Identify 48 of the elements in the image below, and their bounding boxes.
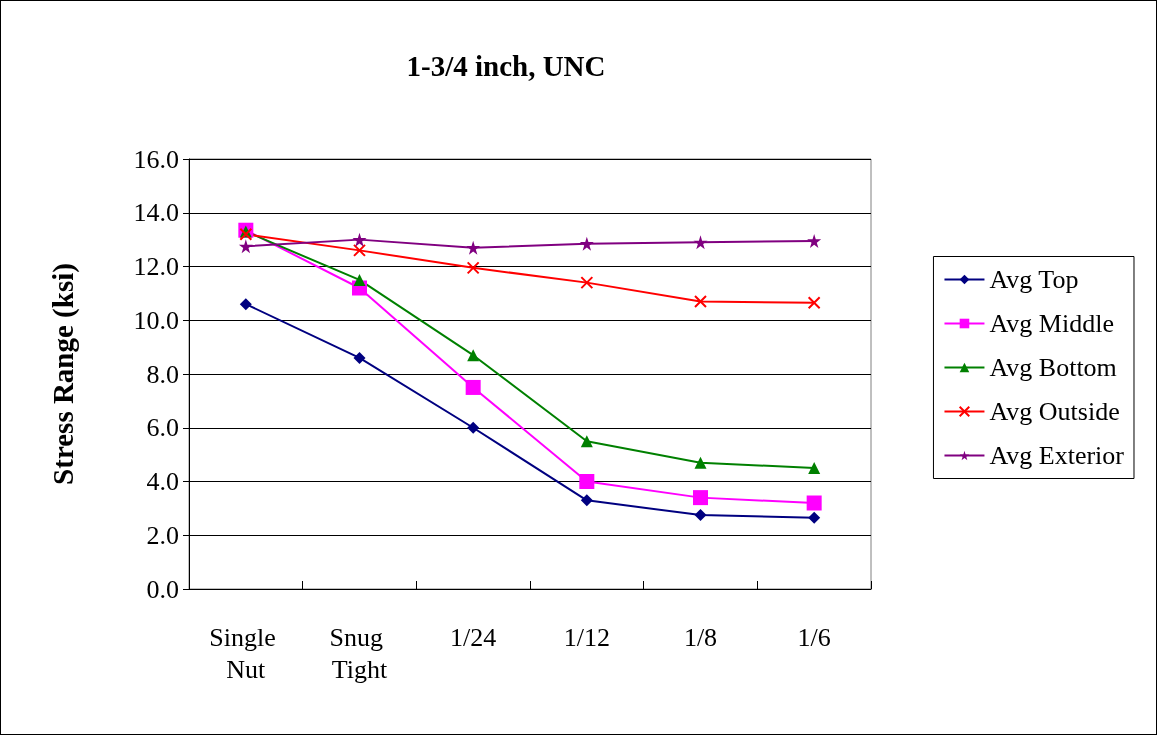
legend-label: Avg Top — [989, 265, 1079, 294]
x-tick-label: Snug Tight — [329, 622, 390, 684]
y-tick-label: 0.0 — [146, 574, 179, 604]
point — [694, 456, 707, 469]
point — [808, 462, 821, 475]
point — [580, 435, 593, 448]
legend-label: Avg Exterior — [989, 441, 1125, 470]
point — [806, 495, 822, 511]
legend-label: Avg Bottom — [989, 353, 1117, 382]
y-tick-label: 16.0 — [133, 144, 179, 174]
y-tick-label: 8.0 — [146, 359, 179, 389]
point — [694, 509, 707, 522]
point — [807, 296, 821, 310]
point — [238, 239, 253, 254]
x-tick-label: 1/6 — [797, 622, 831, 652]
point — [808, 511, 821, 524]
point — [467, 349, 480, 362]
y-tick-label: 12.0 — [133, 252, 179, 281]
point — [579, 236, 594, 251]
x-tick-label: 1/12 — [563, 622, 610, 652]
point — [466, 240, 481, 255]
y-axis-title: Stress Range (ksi) — [46, 263, 80, 485]
point — [807, 233, 822, 248]
legend-label: Avg Middle — [989, 309, 1114, 338]
point — [352, 232, 367, 247]
point — [580, 494, 593, 507]
y-tick-label: 14.0 — [133, 198, 179, 228]
y-tick-label: 10.0 — [133, 305, 179, 335]
point — [353, 243, 366, 257]
legend-label: Avg Outside — [989, 397, 1120, 426]
point — [353, 273, 366, 286]
point — [465, 379, 481, 395]
x-tick-label: 1/8 — [683, 622, 718, 652]
y-tick-label: 4.0 — [146, 467, 179, 496]
point — [693, 490, 708, 506]
point — [694, 294, 707, 308]
point — [579, 474, 595, 489]
chart-title: 1-3/4 inch, UNC — [406, 49, 606, 82]
x-tick-label: 1/24 — [450, 622, 497, 652]
point — [467, 421, 480, 434]
point — [353, 351, 366, 364]
x-tick-label: Single Nut — [209, 622, 283, 684]
point — [693, 235, 708, 250]
point — [580, 276, 594, 290]
y-tick-label: 6.0 — [146, 413, 179, 443]
point — [466, 261, 480, 275]
point — [239, 298, 252, 311]
y-tick-label: 2.0 — [146, 520, 179, 550]
